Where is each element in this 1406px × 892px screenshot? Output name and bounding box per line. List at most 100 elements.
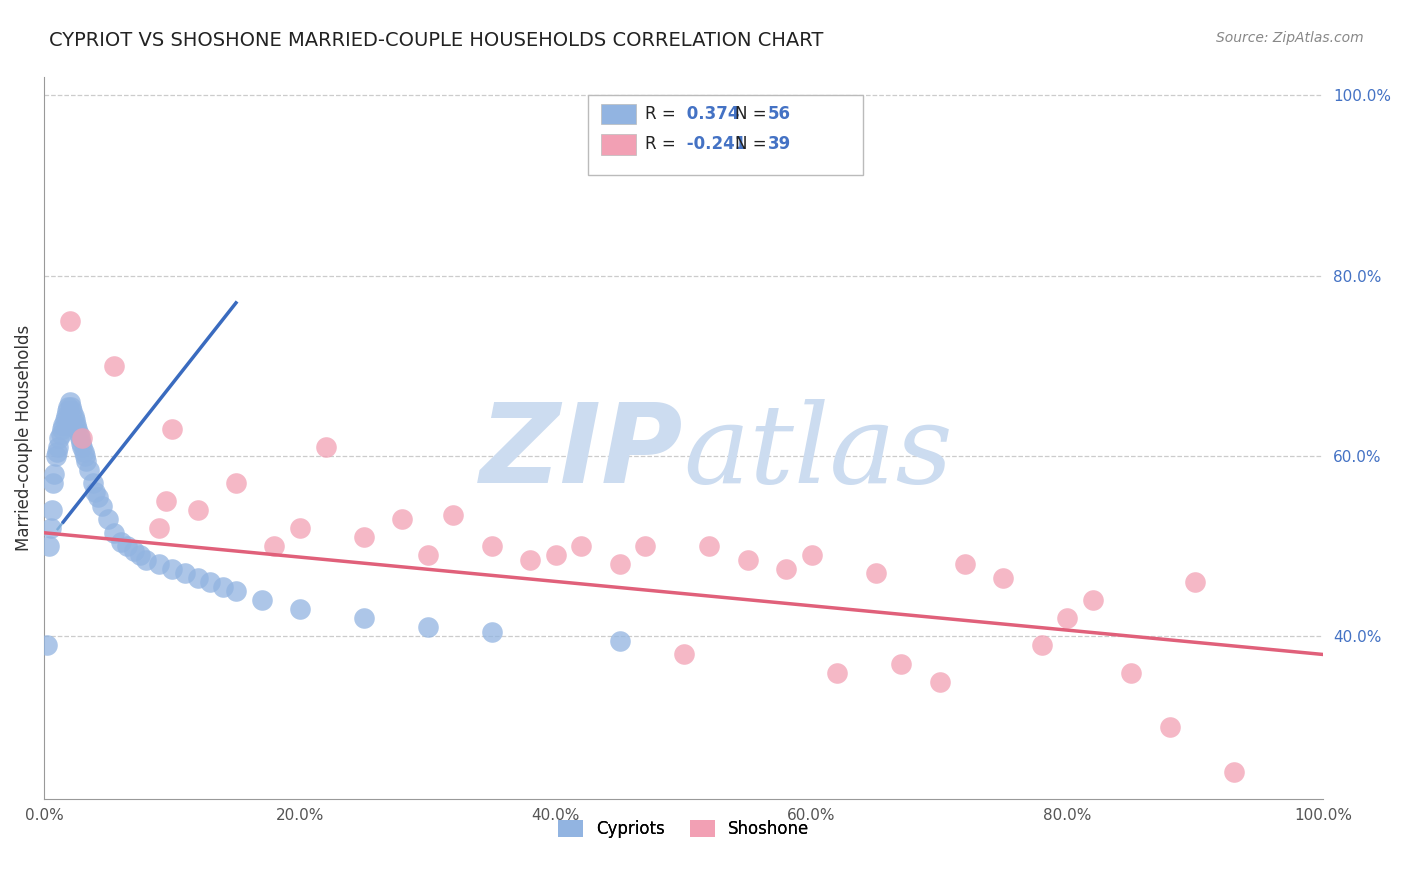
Point bbox=[62, 409, 84, 423]
Point bbox=[250, 593, 273, 607]
Point bbox=[49, 426, 72, 441]
Point bbox=[155, 494, 177, 508]
Point bbox=[58, 400, 80, 414]
Point bbox=[1222, 764, 1244, 779]
Point bbox=[416, 549, 439, 563]
Point bbox=[42, 476, 65, 491]
Point bbox=[200, 575, 222, 590]
Point bbox=[1121, 665, 1143, 680]
Point bbox=[890, 657, 912, 671]
Point bbox=[288, 521, 311, 535]
Text: Source: ZipAtlas.com: Source: ZipAtlas.com bbox=[1216, 31, 1364, 45]
Point bbox=[69, 431, 91, 445]
Point bbox=[56, 404, 79, 418]
Point bbox=[160, 422, 183, 436]
Point bbox=[51, 422, 73, 436]
Point bbox=[35, 639, 58, 653]
Point bbox=[122, 543, 145, 558]
Text: 0.374: 0.374 bbox=[681, 104, 740, 122]
Point bbox=[1184, 575, 1206, 590]
Point bbox=[73, 444, 96, 458]
Point bbox=[672, 648, 695, 662]
Point bbox=[97, 512, 120, 526]
Point bbox=[75, 453, 97, 467]
Point bbox=[443, 508, 465, 522]
Point bbox=[225, 584, 247, 599]
Point bbox=[59, 395, 82, 409]
Point bbox=[60, 404, 83, 418]
Point bbox=[609, 634, 631, 648]
Point bbox=[67, 426, 90, 441]
Point bbox=[737, 553, 759, 567]
Point bbox=[38, 539, 60, 553]
Point bbox=[48, 431, 70, 445]
Point bbox=[825, 665, 848, 680]
Point bbox=[117, 539, 139, 553]
Text: atlas: atlas bbox=[683, 399, 953, 507]
Point bbox=[110, 534, 132, 549]
Text: 39: 39 bbox=[768, 135, 792, 153]
FancyBboxPatch shape bbox=[600, 104, 637, 124]
Point bbox=[103, 525, 125, 540]
Point bbox=[44, 467, 66, 482]
Point bbox=[288, 602, 311, 616]
FancyBboxPatch shape bbox=[588, 95, 863, 175]
Point bbox=[609, 558, 631, 572]
Point bbox=[1159, 720, 1181, 734]
Point bbox=[59, 400, 82, 414]
Point bbox=[55, 409, 77, 423]
Point bbox=[72, 440, 94, 454]
Point bbox=[77, 463, 100, 477]
Point bbox=[263, 539, 285, 553]
Point bbox=[353, 611, 375, 625]
Point bbox=[70, 435, 93, 450]
Point bbox=[187, 571, 209, 585]
Text: N =: N = bbox=[735, 104, 766, 122]
Point bbox=[800, 549, 823, 563]
Point bbox=[129, 549, 152, 563]
Point bbox=[697, 539, 720, 553]
Point bbox=[45, 444, 67, 458]
Point bbox=[45, 449, 67, 463]
Text: CYPRIOT VS SHOSHONE MARRIED-COUPLE HOUSEHOLDS CORRELATION CHART: CYPRIOT VS SHOSHONE MARRIED-COUPLE HOUSE… bbox=[49, 31, 824, 50]
Point bbox=[148, 521, 170, 535]
Point bbox=[481, 624, 503, 639]
Point bbox=[1081, 593, 1104, 607]
Point bbox=[1031, 639, 1053, 653]
Point bbox=[148, 558, 170, 572]
Point bbox=[82, 476, 104, 491]
Point bbox=[59, 314, 82, 328]
Point bbox=[103, 359, 125, 373]
Point bbox=[53, 413, 76, 427]
FancyBboxPatch shape bbox=[600, 135, 637, 154]
Point bbox=[90, 499, 112, 513]
Point bbox=[212, 580, 235, 594]
Point bbox=[65, 417, 87, 432]
Text: R =: R = bbox=[645, 104, 676, 122]
Point bbox=[634, 539, 657, 553]
Text: N =: N = bbox=[735, 135, 766, 153]
Point bbox=[993, 571, 1015, 585]
Point bbox=[928, 674, 950, 689]
Point bbox=[39, 521, 62, 535]
Point bbox=[775, 562, 797, 576]
Point bbox=[52, 417, 75, 432]
Point bbox=[519, 553, 541, 567]
Point bbox=[416, 620, 439, 634]
Text: -0.241: -0.241 bbox=[681, 135, 747, 153]
Point bbox=[135, 553, 157, 567]
Point bbox=[391, 512, 413, 526]
Point bbox=[1056, 611, 1078, 625]
Point bbox=[46, 440, 69, 454]
Point bbox=[63, 413, 86, 427]
Point bbox=[84, 485, 107, 500]
Text: ZIP: ZIP bbox=[481, 399, 683, 506]
Point bbox=[187, 503, 209, 517]
Text: 56: 56 bbox=[768, 104, 792, 122]
Point bbox=[865, 566, 887, 581]
Point bbox=[173, 566, 195, 581]
Y-axis label: Married-couple Households: Married-couple Households bbox=[15, 325, 32, 551]
Point bbox=[569, 539, 592, 553]
Point bbox=[41, 503, 63, 517]
Point bbox=[481, 539, 503, 553]
